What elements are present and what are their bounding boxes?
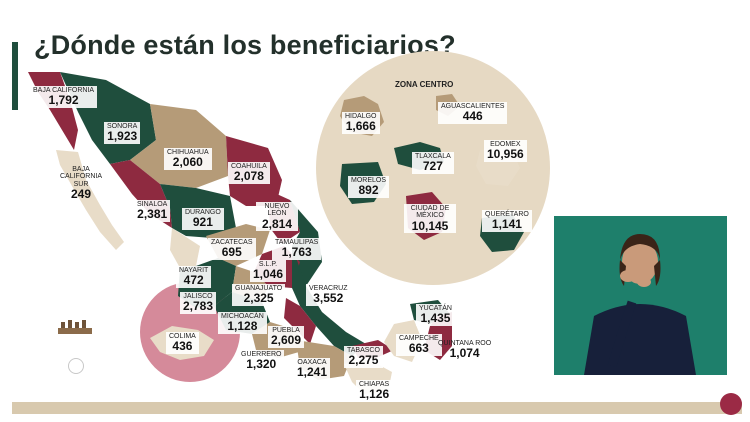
- zona-label-cdmx: CIUDAD DE MÉXICO 10,145: [404, 204, 456, 234]
- footer-bar: [12, 402, 742, 414]
- state-label-nuevo-leon: NUEVO LEÓN 2,814: [256, 202, 298, 232]
- broadcast-logo-icon: [720, 393, 742, 415]
- zona-label-tlaxcala: TLAXCALA 727: [412, 152, 454, 174]
- state-label-chihuahua: CHIHUAHUA 2,060: [164, 148, 212, 170]
- state-label-quintana-roo: QUINTANA ROO 1,074: [438, 340, 492, 361]
- zona-label-aguascalientes: AGUASCALIENTES 446: [438, 102, 508, 124]
- sign-language-interpreter-window: [554, 216, 727, 375]
- puebla-shape: [284, 298, 316, 344]
- state-label-colima: COLIMA 436: [166, 332, 199, 354]
- state-label-oaxaca: OAXACA 1,241: [294, 358, 331, 380]
- state-label-sonora: SONORA 1,923: [104, 122, 141, 144]
- state-label-tamaulipas: TAMAULIPAS 1,763: [272, 238, 322, 260]
- zona-centro-title: ZONA CENTRO: [395, 80, 454, 89]
- state-label-tabasco: TABASCO 2,275: [344, 346, 383, 368]
- zona-label-hidalgo: HIDALGO 1,666: [342, 112, 380, 134]
- state-label-puebla: PUEBLA 2,609: [268, 326, 305, 348]
- slide-title: ¿Dónde están los beneficiarios?: [34, 30, 456, 60]
- state-label-campeche: CAMPECHE 663: [396, 334, 442, 356]
- title-accent-bar: [12, 42, 18, 110]
- state-label-nayarit: NAYARIT 472: [176, 266, 212, 288]
- state-label-veracruz: VERACRUZ 3,552: [306, 284, 351, 306]
- state-label-baja-california: BAJA CALIFORNIA 1,792: [30, 86, 98, 108]
- state-label-michoacan: MICHOACÁN 1,128: [218, 312, 267, 334]
- state-label-yucatan: YUCATÁN 1,435: [416, 304, 455, 326]
- nayarit-shape: [170, 228, 200, 268]
- zona-label-edomex: EDOMEX 10,956: [484, 140, 527, 162]
- state-label-coahuila: COAHUILA 2,078: [228, 162, 270, 184]
- state-label-guanajuato: GUANAJUATO 2,325: [232, 284, 286, 306]
- state-label-slp: S.L.P. 1,046: [250, 260, 287, 282]
- state-label-zacatecas: ZACATECAS 695: [208, 238, 256, 260]
- government-logo-icon: [58, 320, 92, 334]
- state-label-sinaloa: SINALOA 2,381: [134, 200, 171, 222]
- zona-label-queretaro: QUERÉTARO 1,141: [482, 210, 532, 232]
- state-label-guerrero: GUERRERO 1,320: [238, 350, 285, 372]
- interpreter-figure-icon: [584, 234, 696, 375]
- seal-icon: [68, 358, 84, 374]
- zona-label-morelos: MORELOS 892: [348, 176, 390, 198]
- state-label-jalisco: JALISCO 2,783: [180, 292, 217, 314]
- state-label-baja-california-sur: BAJA CALIFORNIA SUR 249: [59, 166, 102, 202]
- baja-california-sur-shape: [56, 150, 124, 250]
- state-label-durango: DURANGO 921: [182, 208, 224, 230]
- state-label-chiapas: CHIAPAS 1,126: [356, 380, 393, 402]
